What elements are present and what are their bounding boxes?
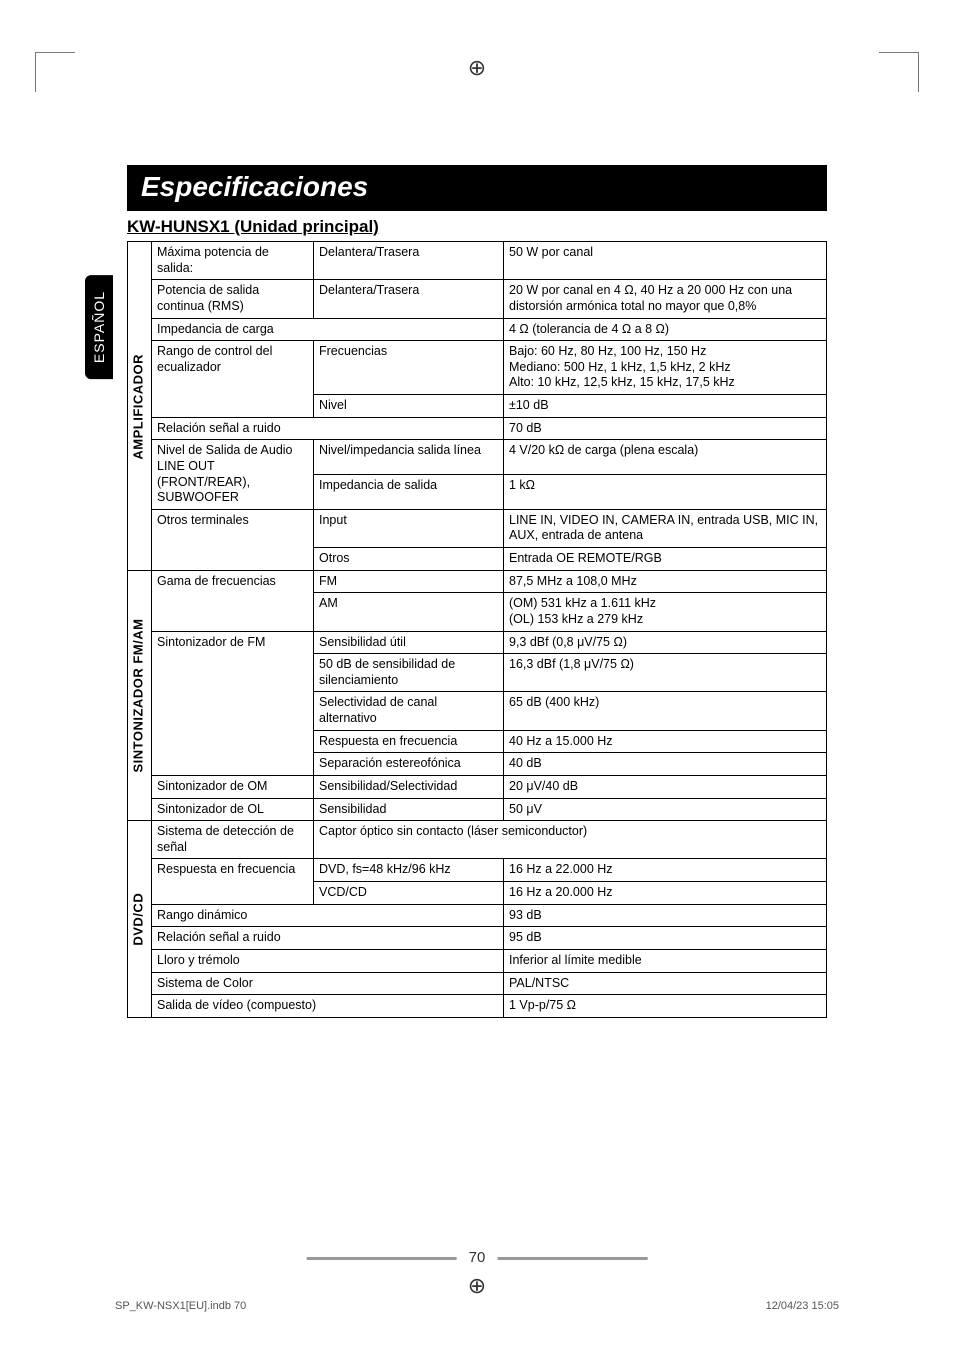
page-subtitle: KW-HUNSX1 (Unidad principal) <box>127 217 827 237</box>
registration-mark: ⊕ <box>468 1273 486 1299</box>
cell: 50 W por canal <box>504 242 827 280</box>
cell: 40 Hz a 15.000 Hz <box>504 730 827 753</box>
cell: 1 kΩ <box>504 475 827 510</box>
cell: Sintonizador de OM <box>152 775 314 798</box>
cell: Lloro y trémolo <box>152 949 504 972</box>
cell: Gama de frecuencias <box>152 570 314 631</box>
cell: Captor óptico sin contacto (láser semico… <box>314 821 827 859</box>
cell: Inferior al límite medible <box>504 949 827 972</box>
cell: Potencia de salida continua (RMS) <box>152 280 314 318</box>
cell: 95 dB <box>504 927 827 950</box>
cell: Sensibilidad útil <box>314 631 504 654</box>
cell: AM <box>314 593 504 631</box>
cell: Nivel de Salida de Audio LINE OUT (FRONT… <box>152 440 314 510</box>
cell: DVD, fs=48 kHz/96 kHz <box>314 859 504 882</box>
cell: 16 Hz a 20.000 Hz <box>504 882 827 905</box>
page-title: Especificaciones <box>127 165 827 211</box>
cell: Nivel/impedancia salida línea <box>314 440 504 475</box>
cell: Respuesta en frecuencia <box>152 859 314 904</box>
cell: Sensibilidad/Selectividad <box>314 775 504 798</box>
cell: Entrada OE REMOTE/RGB <box>504 548 827 571</box>
cell: Sintonizador de OL <box>152 798 314 821</box>
cell: Impedancia de carga <box>152 318 504 341</box>
language-tab: ESPAÑOL <box>85 275 113 379</box>
cell: VCD/CD <box>314 882 504 905</box>
cell: Frecuencias <box>314 341 504 395</box>
page-number: 70 <box>295 1249 660 1266</box>
cell: Salida de vídeo (compuesto) <box>152 995 504 1018</box>
cell: Sistema de Color <box>152 972 504 995</box>
cell: 4 Ω (tolerancia de 4 Ω a 8 Ω) <box>504 318 827 341</box>
cell: Impedancia de salida <box>314 475 504 510</box>
cell: Sintonizador de FM <box>152 631 314 775</box>
cell: Relación señal a ruido <box>152 417 504 440</box>
cell: Rango de control del ecualizador <box>152 341 314 418</box>
cell: 16 Hz a 22.000 Hz <box>504 859 827 882</box>
cell: 70 dB <box>504 417 827 440</box>
cell: 40 dB <box>504 753 827 776</box>
cell: Relación señal a ruido <box>152 927 504 950</box>
main-content: Especificaciones KW-HUNSX1 (Unidad princ… <box>127 165 827 1018</box>
section-amp: AMPLIFICADOR <box>128 242 152 571</box>
crop-mark <box>35 52 75 92</box>
cell: 9,3 dBf (0,8 μV/75 Ω) <box>504 631 827 654</box>
cell: (OM) 531 kHz a 1.611 kHz (OL) 153 kHz a … <box>504 593 827 631</box>
cell: LINE IN, VIDEO IN, CAMERA IN, entrada US… <box>504 509 827 547</box>
crop-mark <box>879 52 919 92</box>
cell: Otros terminales <box>152 509 314 570</box>
footer-right: 12/04/23 15:05 <box>766 1300 839 1312</box>
cell: FM <box>314 570 504 593</box>
cell: Selectividad de canal alternativo <box>314 692 504 730</box>
section-dvd: DVD/CD <box>128 821 152 1018</box>
cell: Otros <box>314 548 504 571</box>
section-tuner: SINTONIZADOR FM/AM <box>128 570 152 821</box>
cell: Sensibilidad <box>314 798 504 821</box>
cell: 1 Vp-p/75 Ω <box>504 995 827 1018</box>
cell: ±10 dB <box>504 395 827 418</box>
cell: 93 dB <box>504 904 827 927</box>
cell: 87,5 MHz a 108,0 MHz <box>504 570 827 593</box>
cell: 20 W por canal en 4 Ω, 40 Hz a 20 000 Hz… <box>504 280 827 318</box>
cell: Nivel <box>314 395 504 418</box>
cell: 16,3 dBf (1,8 μV/75 Ω) <box>504 654 827 692</box>
cell: Input <box>314 509 504 547</box>
spec-table: AMPLIFICADOR Máxima potencia de salida: … <box>127 241 827 1018</box>
cell: 4 V/20 kΩ de carga (plena escala) <box>504 440 827 475</box>
cell: Delantera/Trasera <box>314 242 504 280</box>
cell: 50 dB de sensibilidad de silenciamiento <box>314 654 504 692</box>
cell: Respuesta en frecuencia <box>314 730 504 753</box>
cell: Máxima potencia de salida: <box>152 242 314 280</box>
cell: Delantera/Trasera <box>314 280 504 318</box>
cell: 20 μV/40 dB <box>504 775 827 798</box>
registration-mark: ⊕ <box>468 55 486 81</box>
cell: Separación estereofónica <box>314 753 504 776</box>
cell: PAL/NTSC <box>504 972 827 995</box>
cell: Bajo: 60 Hz, 80 Hz, 100 Hz, 150 Hz Media… <box>504 341 827 395</box>
cell: 50 μV <box>504 798 827 821</box>
cell: Sistema de detección de señal <box>152 821 314 859</box>
footer-left: SP_KW-NSX1[EU].indb 70 <box>115 1300 246 1312</box>
cell: Rango dinámico <box>152 904 504 927</box>
cell: 65 dB (400 kHz) <box>504 692 827 730</box>
